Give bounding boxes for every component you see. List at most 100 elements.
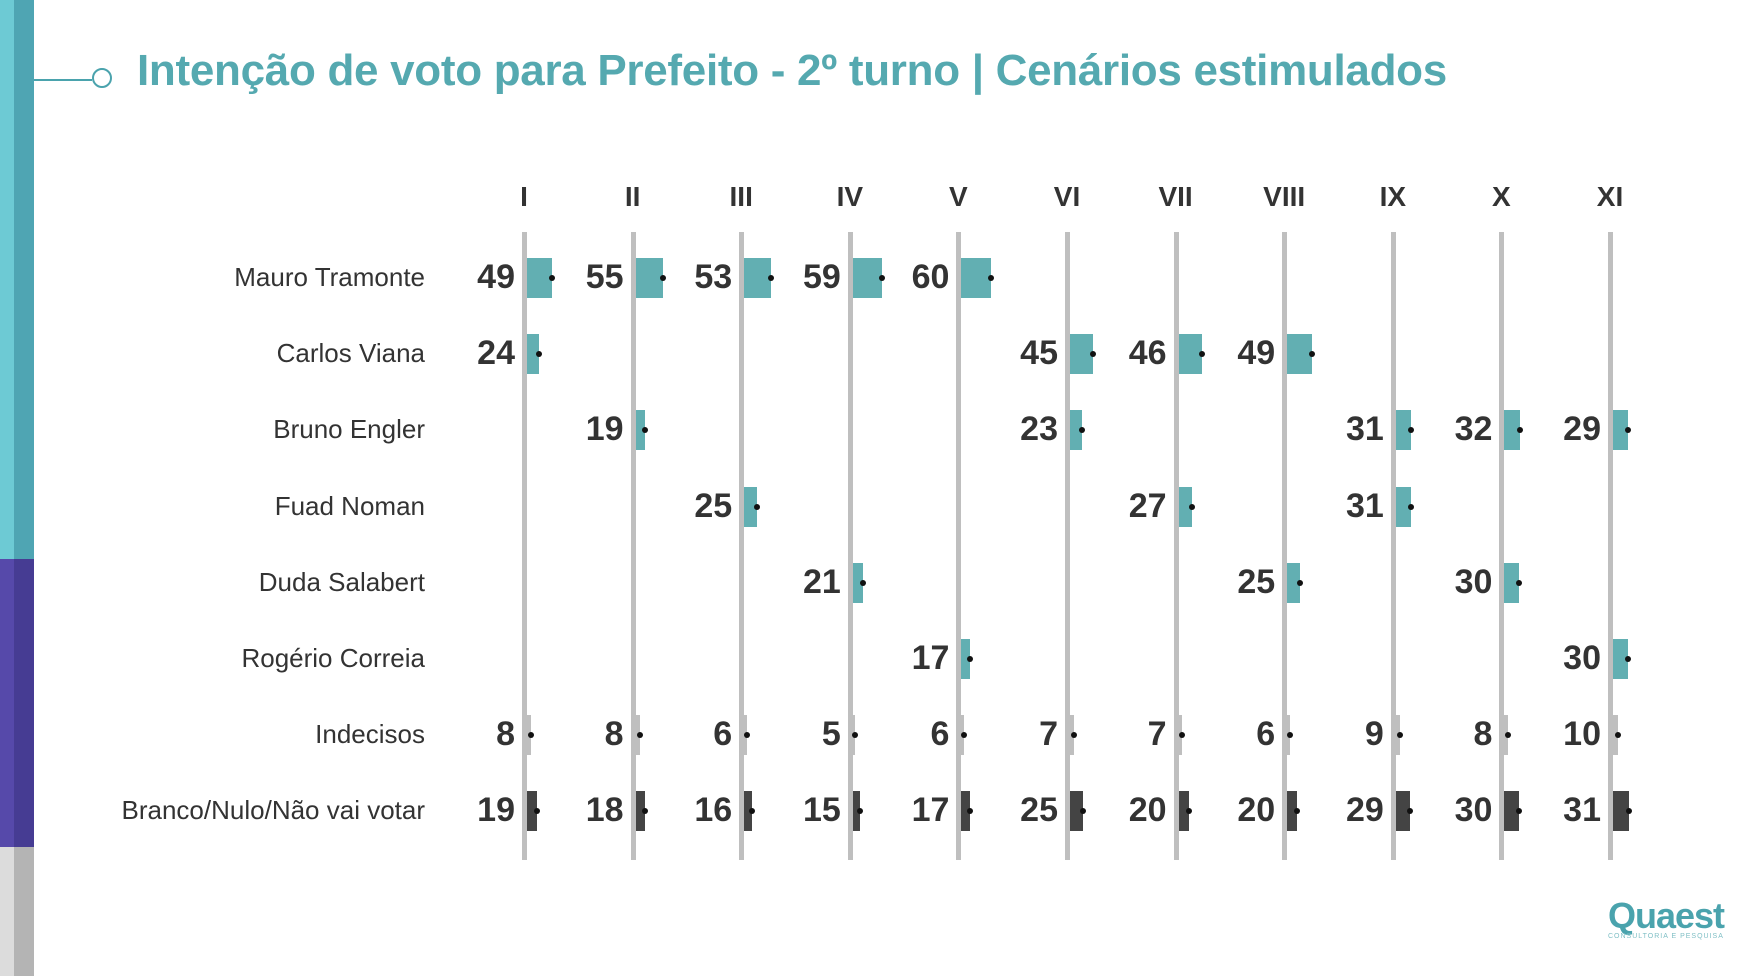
bar-mauro-tramonte-ii [635, 258, 664, 298]
value-label: 32 [1454, 410, 1493, 449]
bar-end-marker [1516, 808, 1523, 815]
bar-branco-nulo-nao-vai-votar-vii [1178, 791, 1189, 832]
row-label-bruno-engler: Bruno Engler [273, 414, 425, 445]
bar-mauro-tramonte-i [527, 258, 552, 298]
value-label: 17 [911, 791, 950, 830]
value-label: 5 [821, 715, 841, 754]
bar-duda-salabert-viii [1287, 562, 1300, 603]
bar-end-marker [1089, 351, 1096, 358]
bar-branco-nulo-nao-vai-votar-x [1504, 791, 1520, 832]
scenario-axis-vi [1065, 232, 1070, 860]
scenario-header-xi: XI [1596, 181, 1624, 212]
bar-end-marker [767, 275, 774, 281]
value-label: 55 [585, 258, 624, 296]
value-label: 23 [1020, 410, 1058, 449]
bar-carlos-viana-viii [1287, 334, 1312, 375]
bar-end-marker [879, 275, 886, 281]
bar-end-marker [1625, 808, 1632, 815]
value-label: 30 [1454, 791, 1493, 830]
value-label: 19 [585, 410, 624, 449]
bar-end-marker [860, 579, 867, 586]
bar-end-marker [641, 808, 648, 815]
bar-end-marker [1070, 732, 1077, 739]
bar-mauro-tramonte-v [961, 258, 992, 298]
value-label: 15 [802, 791, 841, 830]
bar-end-marker [1179, 732, 1186, 739]
bar-end-marker [548, 275, 555, 281]
value-label: 27 [1128, 486, 1167, 525]
bar-end-marker [1397, 732, 1404, 739]
bar-duda-salabert-x [1504, 562, 1520, 603]
value-label: 18 [585, 791, 624, 830]
value-label: 20 [1128, 791, 1167, 830]
scenario-header-viii: VIII [1263, 181, 1306, 212]
bar-carlos-viana-i [527, 334, 539, 375]
scenario-axis-xi [1608, 232, 1613, 860]
scenario-axis-vii [1173, 232, 1179, 860]
bar-bruno-engler-x [1504, 410, 1521, 451]
bar-branco-nulo-nao-vai-votar-iv [852, 791, 861, 832]
value-label: 60 [911, 258, 950, 296]
scenario-axis-i [522, 232, 527, 860]
value-label: 7 [1039, 715, 1058, 754]
bar-carlos-viana-vii [1178, 334, 1202, 375]
bar-end-marker [1198, 351, 1205, 358]
scenario-axis-v [956, 232, 962, 860]
row-label-fuad-noman: Fuad Noman [274, 490, 425, 521]
bar-fuad-noman-iii [744, 486, 757, 527]
bar-end-marker [1294, 808, 1301, 815]
bar-end-marker [1296, 579, 1303, 586]
scenario-header-iii: III [729, 181, 753, 212]
value-label: 30 [1563, 639, 1601, 677]
logo-text: Quaest [1608, 895, 1725, 936]
bar-end-marker [961, 732, 968, 739]
bar-bruno-engler-ix [1395, 410, 1412, 451]
scenario-axis-iii [739, 232, 745, 860]
scenario-header-ix: IX [1379, 181, 1407, 212]
scenario-header-x: X [1492, 181, 1511, 212]
bar-branco-nulo-nao-vai-votar-v [961, 791, 970, 832]
value-label: 21 [802, 562, 841, 601]
value-label: 25 [1020, 791, 1058, 830]
bar-bruno-engler-vi [1070, 410, 1082, 451]
bar-end-marker [1516, 579, 1523, 586]
scenario-header-vii: VII [1158, 181, 1193, 212]
scenario-axis-x [1499, 232, 1505, 860]
scenario-axis-viii [1282, 232, 1288, 860]
scenario-header-v: V [949, 181, 968, 212]
value-label: 16 [694, 791, 733, 830]
scenario-axis-ii [630, 232, 636, 860]
quaest-logo: Quaest CONSULTORIA E PESQUISA [1608, 895, 1725, 940]
bar-mauro-tramonte-iv [852, 258, 883, 298]
bar-end-marker [1185, 808, 1192, 815]
bar-end-marker [1615, 732, 1621, 739]
value-label: 7 [1147, 715, 1167, 754]
value-label: 19 [477, 791, 515, 830]
bar-end-marker [636, 732, 643, 739]
row-label-rogerio-correia: Rogério Correia [241, 643, 425, 673]
bar-end-marker [744, 732, 751, 739]
scenario-axis-ix [1390, 232, 1396, 860]
bar-branco-nulo-nao-vai-votar-i [527, 791, 537, 832]
bar-branco-nulo-nao-vai-votar-ix [1395, 791, 1411, 832]
value-label: 30 [1454, 562, 1493, 601]
bar-rogerio-correia-v [961, 639, 970, 679]
value-label: 25 [1237, 562, 1276, 601]
scenario-header-ii: II [624, 181, 641, 212]
scenario-header-iv: IV [836, 181, 864, 212]
bar-rogerio-correia-xi [1613, 639, 1628, 679]
value-label: 6 [1256, 715, 1276, 754]
bar-mauro-tramonte-iii [744, 258, 771, 298]
side-accent-gray [0, 847, 34, 976]
scenario-axis-iv [847, 232, 853, 860]
value-label: 9 [1364, 715, 1384, 754]
bar-bruno-engler-ii [635, 410, 646, 451]
bar-bruno-engler-xi [1613, 410, 1628, 451]
bar-fuad-noman-vii [1178, 486, 1193, 527]
value-label: 24 [477, 334, 515, 373]
value-label: 6 [930, 715, 950, 754]
value-label: 29 [1563, 410, 1601, 449]
bar-duda-salabert-iv [852, 562, 864, 603]
value-label: 6 [713, 715, 733, 754]
bar-end-marker [1624, 427, 1631, 434]
